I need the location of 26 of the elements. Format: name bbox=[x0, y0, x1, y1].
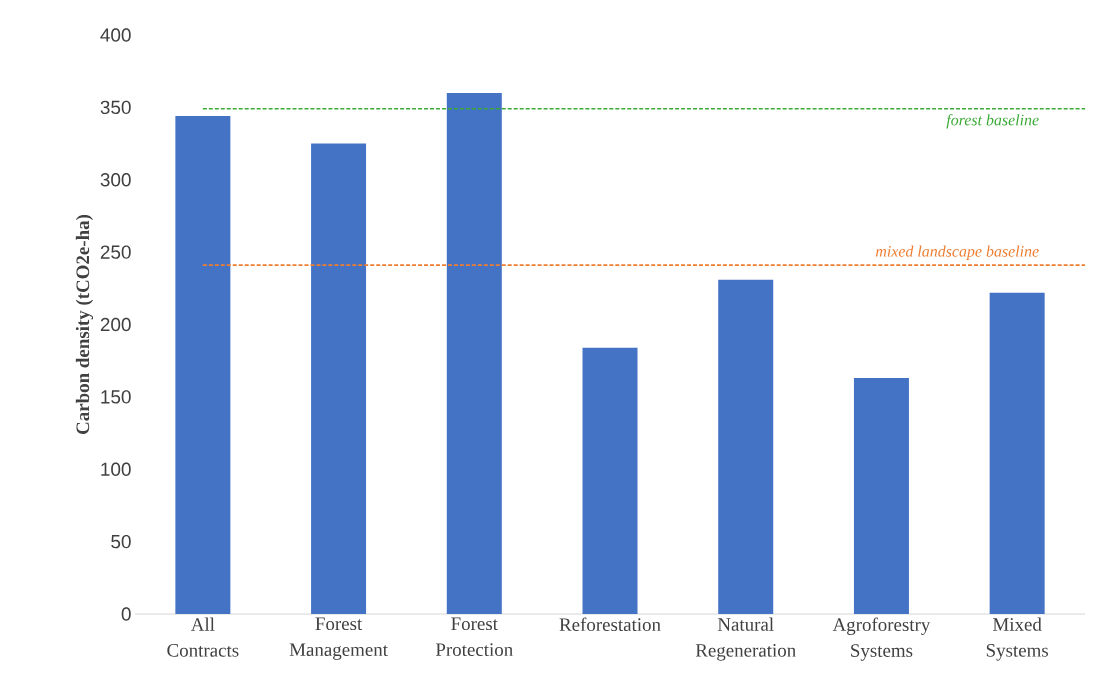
x-tick-label: Mixed Systems bbox=[986, 617, 1049, 661]
x-tick-label: Forest Management bbox=[289, 617, 388, 660]
ref-line-label: forest baseline bbox=[946, 114, 1039, 129]
y-tick-label: 200 bbox=[100, 317, 131, 332]
y-tick-label: 250 bbox=[100, 245, 131, 259]
bar bbox=[582, 347, 638, 614]
y-tick-label: 150 bbox=[101, 390, 131, 404]
x-tick-label: Natural Regeneration bbox=[695, 617, 796, 661]
x-tick-label: Forest Protection bbox=[435, 617, 513, 656]
bar bbox=[446, 92, 502, 614]
x-tick-label: Agroforestry Systems bbox=[832, 617, 931, 661]
bar bbox=[175, 116, 231, 614]
y-tick-label: 0 bbox=[121, 607, 131, 621]
x-tick-label: All Contracts bbox=[167, 617, 239, 657]
bar bbox=[311, 143, 367, 614]
y-axis-title: Carbon density (tCO2e-ha) bbox=[75, 214, 94, 434]
y-tick-label: 400 bbox=[100, 28, 131, 42]
ref-line-label: mixed landscape baseline bbox=[875, 245, 1039, 260]
bar bbox=[989, 292, 1045, 614]
bar bbox=[718, 279, 774, 614]
y-tick-label: 100 bbox=[101, 462, 131, 476]
x-tick-label: Reforestation bbox=[559, 617, 661, 632]
y-tick-label: 350 bbox=[100, 100, 131, 115]
bar bbox=[853, 378, 909, 614]
y-tick-label: 300 bbox=[100, 173, 131, 187]
y-tick-label: 50 bbox=[111, 534, 131, 549]
